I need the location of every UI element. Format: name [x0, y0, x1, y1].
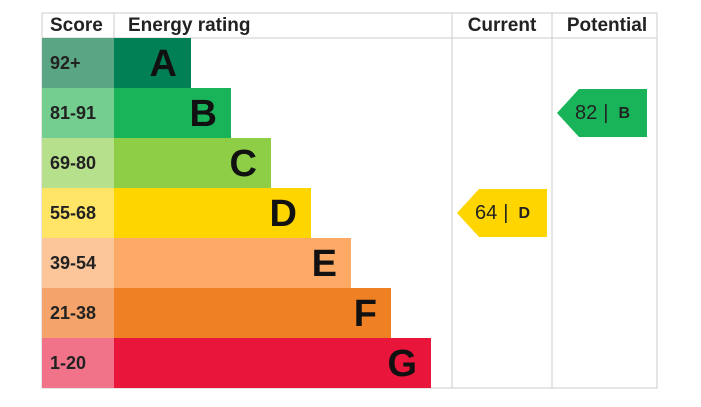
score-cell: [42, 138, 114, 188]
rating-bar: [114, 288, 391, 338]
score-label: 55-68: [50, 203, 96, 223]
rating-letter: A: [150, 43, 177, 85]
score-label: 39-54: [50, 253, 96, 273]
rating-header: Energy rating: [128, 15, 250, 36]
score-cell: [42, 38, 114, 88]
rating-bar: [114, 88, 231, 138]
score-label: 21-38: [50, 303, 96, 323]
score-label: 1-20: [50, 353, 86, 373]
score-label: 81-91: [50, 103, 96, 123]
score-cell: [42, 338, 114, 388]
score-cell: [42, 238, 114, 288]
current-separator: |: [503, 202, 508, 224]
score-cell: [42, 88, 114, 138]
rating-bar: [114, 138, 271, 188]
rating-bar: [114, 238, 351, 288]
rating-letter: G: [387, 343, 417, 385]
potential-label: 82 | B: [575, 102, 630, 124]
score-cell: [42, 188, 114, 238]
score-label: 69-80: [50, 153, 96, 173]
current-arrow: [457, 189, 547, 237]
score-label: 92+: [50, 53, 81, 73]
rating-letter: D: [270, 193, 297, 235]
rating-bar: [114, 188, 311, 238]
potential-value: 82: [575, 102, 597, 124]
rating-bar: [114, 38, 191, 88]
current-letter: D: [518, 205, 530, 222]
rating-letter: B: [190, 93, 217, 135]
potential-arrow: [557, 89, 647, 137]
score-header: Score: [50, 15, 103, 36]
current-label: 64 | D: [475, 202, 530, 224]
potential-letter: B: [618, 105, 630, 122]
potential-separator: |: [603, 102, 608, 124]
rating-letter: F: [354, 293, 377, 335]
current-header: Current: [468, 15, 537, 36]
rating-letter: C: [230, 143, 257, 185]
score-cell: [42, 288, 114, 338]
rating-letter: E: [312, 243, 337, 285]
rating-bar: [114, 338, 431, 388]
current-value: 64: [475, 202, 497, 224]
potential-header: Potential: [567, 15, 647, 36]
